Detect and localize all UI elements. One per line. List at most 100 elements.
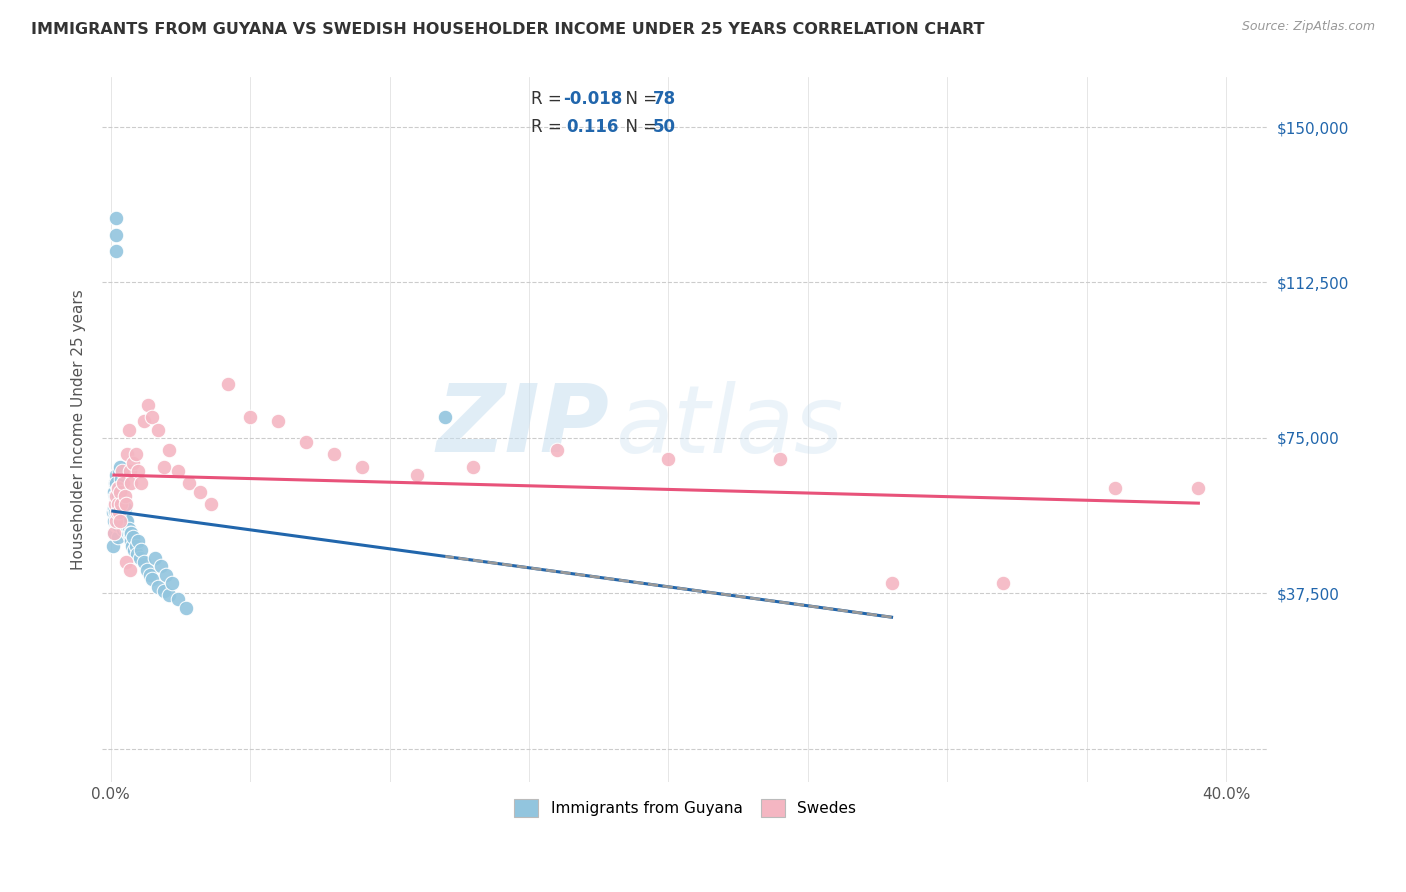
Point: [104, 489, 127, 503]
Point: [1104, 481, 1126, 495]
Point: [108, 497, 131, 511]
Point: [125, 539, 148, 553]
Point: [157, 443, 180, 458]
Point: [104, 497, 127, 511]
Point: [110, 484, 132, 499]
Point: [110, 497, 132, 511]
Text: R =: R =: [531, 119, 572, 136]
Point: [108, 481, 131, 495]
Point: [117, 447, 139, 461]
Point: [146, 423, 169, 437]
Point: [107, 517, 129, 532]
Point: [152, 459, 174, 474]
Point: [120, 526, 142, 541]
Point: [104, 509, 127, 524]
Point: [129, 476, 152, 491]
Point: [149, 559, 172, 574]
Point: [112, 505, 135, 519]
Point: [115, 497, 138, 511]
Point: [112, 517, 135, 532]
Point: [105, 505, 128, 519]
Point: [141, 410, 163, 425]
Point: [127, 534, 149, 549]
Point: [103, 539, 125, 553]
Point: [103, 514, 125, 528]
Point: [104, 227, 127, 242]
Point: [166, 464, 188, 478]
Point: [217, 376, 239, 391]
Point: [434, 410, 457, 425]
Point: [322, 447, 344, 461]
Point: [132, 414, 155, 428]
Point: [110, 484, 132, 499]
Point: [108, 505, 131, 519]
Point: [138, 567, 160, 582]
Point: [200, 497, 222, 511]
Text: N =: N =: [616, 90, 662, 108]
Point: [177, 476, 200, 491]
Point: [295, 434, 318, 449]
Point: [769, 451, 792, 466]
Point: [104, 211, 127, 226]
Point: [111, 522, 134, 536]
Point: [103, 526, 125, 541]
Point: [127, 464, 149, 478]
Point: [991, 575, 1014, 590]
Point: [107, 481, 129, 495]
Point: [239, 410, 262, 425]
Point: [120, 534, 142, 549]
Point: [114, 522, 136, 536]
Point: [107, 497, 129, 511]
Point: [114, 501, 136, 516]
Point: [115, 514, 138, 528]
Point: [111, 501, 134, 516]
Point: [267, 414, 290, 428]
Text: N =: N =: [616, 119, 662, 136]
Point: [105, 497, 128, 511]
Point: [107, 464, 129, 478]
Point: [117, 526, 139, 541]
Point: [125, 547, 148, 561]
Point: [128, 551, 150, 566]
Point: [111, 509, 134, 524]
Point: [107, 489, 129, 503]
Point: [112, 476, 135, 491]
Point: [141, 572, 163, 586]
Point: [111, 464, 134, 478]
Point: [118, 522, 141, 536]
Point: [143, 551, 166, 566]
Point: [103, 501, 125, 516]
Point: [104, 514, 127, 528]
Point: [350, 459, 373, 474]
Point: [120, 563, 142, 577]
Point: [105, 489, 128, 503]
Point: [463, 459, 485, 474]
Point: [174, 600, 197, 615]
Point: [105, 244, 128, 259]
Point: [136, 398, 159, 412]
Point: [546, 443, 568, 458]
Point: [104, 517, 127, 532]
Legend: Immigrants from Guyana, Swedes: Immigrants from Guyana, Swedes: [506, 792, 865, 825]
Point: [115, 555, 138, 569]
Point: [101, 505, 124, 519]
Point: [125, 447, 148, 461]
Point: [105, 489, 128, 503]
Point: [146, 580, 169, 594]
Point: [122, 530, 145, 544]
Point: [188, 484, 211, 499]
Point: [132, 555, 155, 569]
Point: [166, 592, 188, 607]
Point: [108, 484, 131, 499]
Text: 0.116: 0.116: [567, 119, 619, 136]
Point: [1187, 481, 1209, 495]
Point: [104, 505, 127, 519]
Point: [114, 489, 136, 503]
Point: [121, 476, 143, 491]
Text: IMMIGRANTS FROM GUYANA VS SWEDISH HOUSEHOLDER INCOME UNDER 25 YEARS CORRELATION : IMMIGRANTS FROM GUYANA VS SWEDISH HOUSEH…: [31, 22, 984, 37]
Point: [157, 588, 180, 602]
Point: [108, 501, 131, 516]
Point: [112, 497, 135, 511]
Point: [155, 567, 177, 582]
Point: [111, 493, 134, 508]
